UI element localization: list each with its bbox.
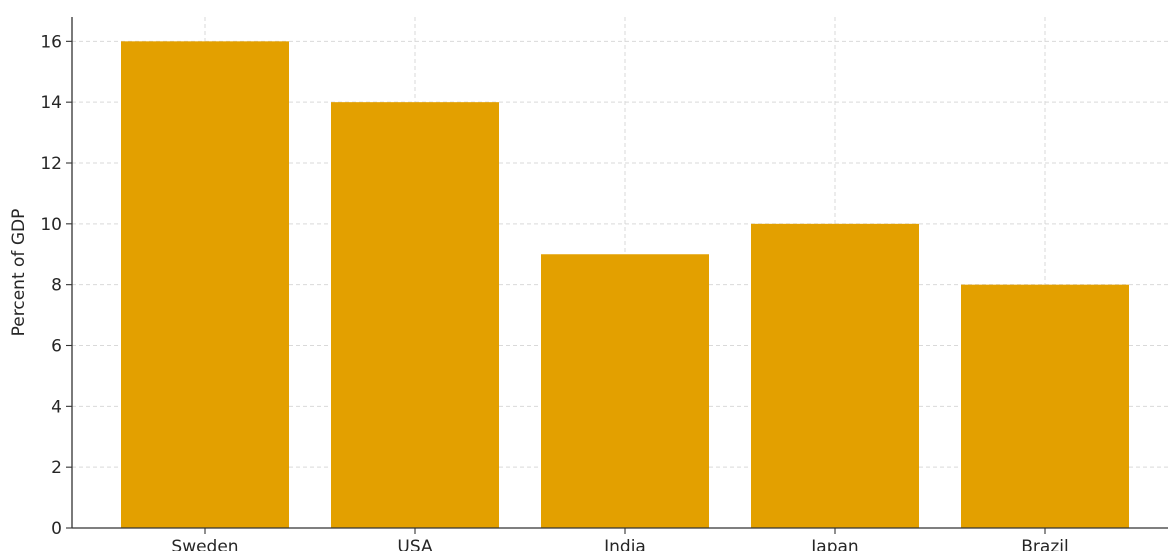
bars-layer xyxy=(121,41,1129,529)
bar-usa xyxy=(331,102,499,529)
bar-india xyxy=(541,254,709,528)
x-tick-label: Japan xyxy=(810,537,858,551)
axes-layer xyxy=(66,17,1168,534)
y-tick-label: 0 xyxy=(51,519,62,539)
y-tick-label: 2 xyxy=(51,458,62,478)
y-tick-label: 12 xyxy=(40,154,62,174)
bar-sweden xyxy=(121,41,289,528)
x-tick-label: Sweden xyxy=(171,537,238,551)
x-tick-label: USA xyxy=(397,537,433,551)
y-axis-label: Percent of GDP xyxy=(9,209,29,337)
x-tick-label: Brazil xyxy=(1021,537,1068,551)
y-tick-label: 6 xyxy=(51,337,62,357)
x-tick-label: India xyxy=(604,537,646,551)
labels-layer: 0 2 4 6 8 10 12 14 16 Sweden USA India Japan Brazil xyxy=(40,32,1068,551)
y-tick-label: 10 xyxy=(40,215,62,235)
bar-brazil xyxy=(961,284,1129,528)
y-tick-label: 4 xyxy=(51,397,62,417)
y-tick-label: 8 xyxy=(51,276,62,296)
y-tick-label: 14 xyxy=(40,93,62,113)
y-tick-label: 16 xyxy=(40,32,62,52)
bar-japan xyxy=(751,223,919,529)
